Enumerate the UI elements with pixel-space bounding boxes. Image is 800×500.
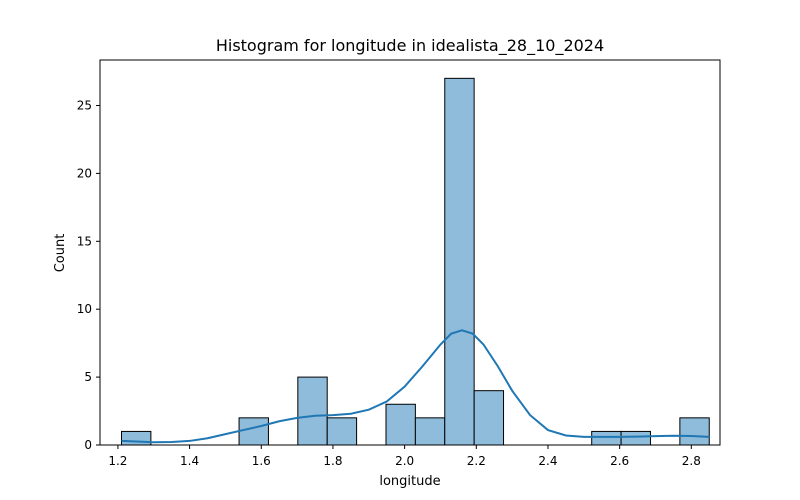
x-tick-label-3: 1.8 xyxy=(323,454,342,468)
x-tick-label-0: 1.2 xyxy=(108,454,127,468)
plot-frame xyxy=(99,59,721,446)
x-tick-label-8: 2.8 xyxy=(682,454,701,468)
y-tick-label-5: 25 xyxy=(77,98,92,112)
histogram-bar-8 xyxy=(591,430,622,446)
x-tick-label-5: 2.2 xyxy=(467,454,486,468)
y-tick-label-2: 10 xyxy=(77,302,92,316)
y-tick-label-3: 15 xyxy=(77,234,92,248)
histogram-bar-4 xyxy=(385,403,416,446)
histogram-bar-5 xyxy=(414,417,446,446)
histogram-bar-0 xyxy=(121,430,152,446)
y-tick-label-1: 5 xyxy=(84,370,92,384)
x-axis-label: longitude xyxy=(379,474,440,489)
x-tick-label-4: 2.0 xyxy=(395,454,414,468)
kde-curve xyxy=(121,329,710,444)
histogram-bar-6 xyxy=(444,77,475,446)
y-axis-ticks: 0 5 10 15 20 25 xyxy=(77,98,100,452)
x-tick-label-7: 2.6 xyxy=(610,454,629,468)
histogram-bar-10 xyxy=(679,417,710,446)
histogram-bar-2 xyxy=(297,376,328,446)
x-tick-label-2: 1.6 xyxy=(252,454,271,468)
histogram-bar-3 xyxy=(326,417,358,446)
y-tick-label-4: 20 xyxy=(77,166,92,180)
histogram-bar-9 xyxy=(620,430,651,446)
x-tick-label-1: 1.4 xyxy=(180,454,199,468)
histogram-bars xyxy=(121,77,710,446)
y-tick-label-0: 0 xyxy=(84,438,92,452)
histogram-bar-7 xyxy=(473,390,505,446)
x-tick-label-6: 2.4 xyxy=(538,454,557,468)
histogram-bar-1 xyxy=(238,417,269,446)
y-axis-label: Count xyxy=(53,234,68,273)
chart-title: Histogram for longitude in idealista_28_… xyxy=(216,36,604,56)
x-axis-ticks: 1.2 1.4 1.6 1.8 2.0 2.2 2.4 2.6 2.8 xyxy=(108,445,701,468)
